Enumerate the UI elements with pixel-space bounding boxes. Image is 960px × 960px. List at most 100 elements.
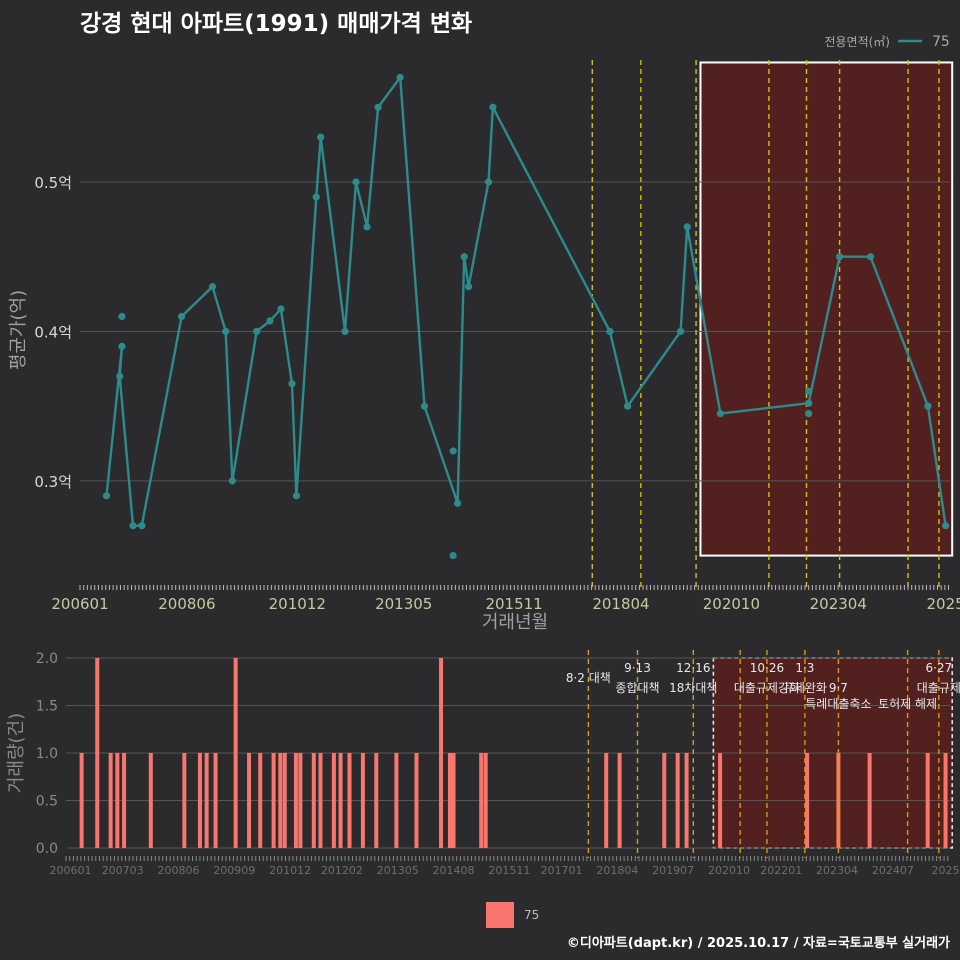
policy-annotation: 12·16 <box>676 661 710 675</box>
x-tick-label-bottom: 202201 <box>760 864 802 877</box>
price-point <box>266 317 274 325</box>
volume-bar <box>684 753 689 848</box>
price-point <box>460 253 468 261</box>
policy-annotation: 대출규제 <box>917 681 960 695</box>
volume-bar <box>414 753 419 848</box>
volume-bar <box>479 753 484 848</box>
volume-bar <box>115 753 120 848</box>
x-tick-label-bottom: 2025 <box>932 864 960 877</box>
volume-bar <box>282 753 287 848</box>
policy-annotation: 특례대출축소 <box>805 697 871 711</box>
price-point <box>805 387 813 395</box>
volume-bar <box>298 753 303 848</box>
volume-bar <box>617 753 622 848</box>
x-tick-label-top: 201012 <box>269 595 326 613</box>
x-tick-label-top: 201511 <box>485 595 542 613</box>
volume-bar <box>213 753 218 848</box>
volume-bar <box>604 753 609 848</box>
volume-bar <box>360 753 365 848</box>
y-axis-label-bottom: 거래량(건) <box>6 713 27 793</box>
x-tick-label-bottom: 201907 <box>652 864 694 877</box>
volume-bar <box>204 753 209 848</box>
price-point <box>363 223 371 231</box>
price-point <box>606 327 614 336</box>
volume-bar <box>258 753 263 848</box>
price-point <box>805 410 813 418</box>
legend-swatch <box>486 902 514 928</box>
x-axis-label-top: 거래년월 <box>482 612 548 633</box>
volume-bar <box>447 753 452 848</box>
policy-annotation: 종합대책 <box>615 680 659 695</box>
price-point <box>116 372 124 380</box>
price-point <box>677 327 685 336</box>
x-tick-label-top: 201804 <box>592 595 649 613</box>
volume-bar <box>836 753 841 848</box>
volume-bar <box>95 658 100 848</box>
volume-bar <box>925 753 930 848</box>
volume-bar <box>148 753 153 848</box>
price-point <box>341 327 349 336</box>
price-point <box>835 253 844 261</box>
legend-label-top: 75 <box>932 34 950 50</box>
price-point <box>484 178 493 186</box>
x-tick-label-bottom: 201511 <box>488 864 530 877</box>
price-point <box>118 312 126 321</box>
volume-bar <box>318 753 323 848</box>
price-point <box>449 447 457 455</box>
volume-bar <box>79 753 84 848</box>
x-tick-label-bottom: 201305 <box>377 864 419 877</box>
legend-title: 전용면적(㎡) <box>824 35 890 49</box>
x-tick-label-top: 201305 <box>375 595 432 613</box>
x-tick-label-top: 202010 <box>703 595 760 613</box>
volume-bar <box>662 753 667 848</box>
volume-bar <box>311 753 316 848</box>
x-tick-label-bottom: 202010 <box>708 864 750 877</box>
y-tick-label-bottom: 2.0 <box>36 651 58 667</box>
x-tick-label-bottom: 201804 <box>596 864 638 877</box>
price-point <box>941 522 950 530</box>
price-point <box>177 312 186 321</box>
y-tick-label-top: 0.5억 <box>34 174 72 192</box>
x-tick-label-bottom: 200601 <box>49 864 91 877</box>
price-point <box>396 73 404 82</box>
volume-bar <box>233 658 238 848</box>
x-tick-label-top: 202304 <box>810 595 867 613</box>
price-point <box>208 283 217 291</box>
volume-bar <box>247 753 252 848</box>
price-point <box>624 402 632 410</box>
highlight-region-top <box>699 61 954 557</box>
chart-title: 강경 현대 아파트(1991) 매매가격 변화 <box>80 11 473 37</box>
volume-bar <box>675 753 680 848</box>
x-tick-label-top: 2025 <box>926 595 960 613</box>
price-point <box>924 402 932 410</box>
volume-bar <box>943 753 948 848</box>
source-credit: ©디아파트(dapt.kr) / 2025.10.17 / 자료=국토교통부 실… <box>566 936 950 951</box>
volume-bar <box>483 753 488 848</box>
price-point <box>805 399 813 407</box>
price-point <box>277 305 285 313</box>
y-tick-label-bottom: 0.5 <box>36 794 58 810</box>
volume-bar <box>439 658 444 848</box>
y-tick-label-top: 0.3억 <box>34 473 72 491</box>
volume-bar <box>394 753 399 848</box>
x-tick-label-top: 200601 <box>51 595 108 613</box>
price-point <box>312 193 320 201</box>
x-tick-label-bottom: 200909 <box>213 864 255 877</box>
price-point <box>489 103 497 111</box>
price-point <box>374 103 382 111</box>
y-tick-label-top: 0.4억 <box>34 323 72 341</box>
policy-annotation: 9·7 <box>829 681 848 695</box>
volume-bar <box>293 753 298 848</box>
price-point <box>253 327 261 336</box>
volume-bar <box>271 753 276 848</box>
volume-bar <box>122 753 127 848</box>
x-tick-label-bottom: 202304 <box>816 864 858 877</box>
price-point <box>420 402 429 410</box>
price-point <box>465 283 473 291</box>
x-tick-label-bottom: 201408 <box>433 864 475 877</box>
volume-bar <box>331 753 336 848</box>
price-point <box>102 492 111 500</box>
x-tick-label-bottom: 202407 <box>872 864 914 877</box>
x-tick-label-bottom: 201012 <box>269 864 311 877</box>
